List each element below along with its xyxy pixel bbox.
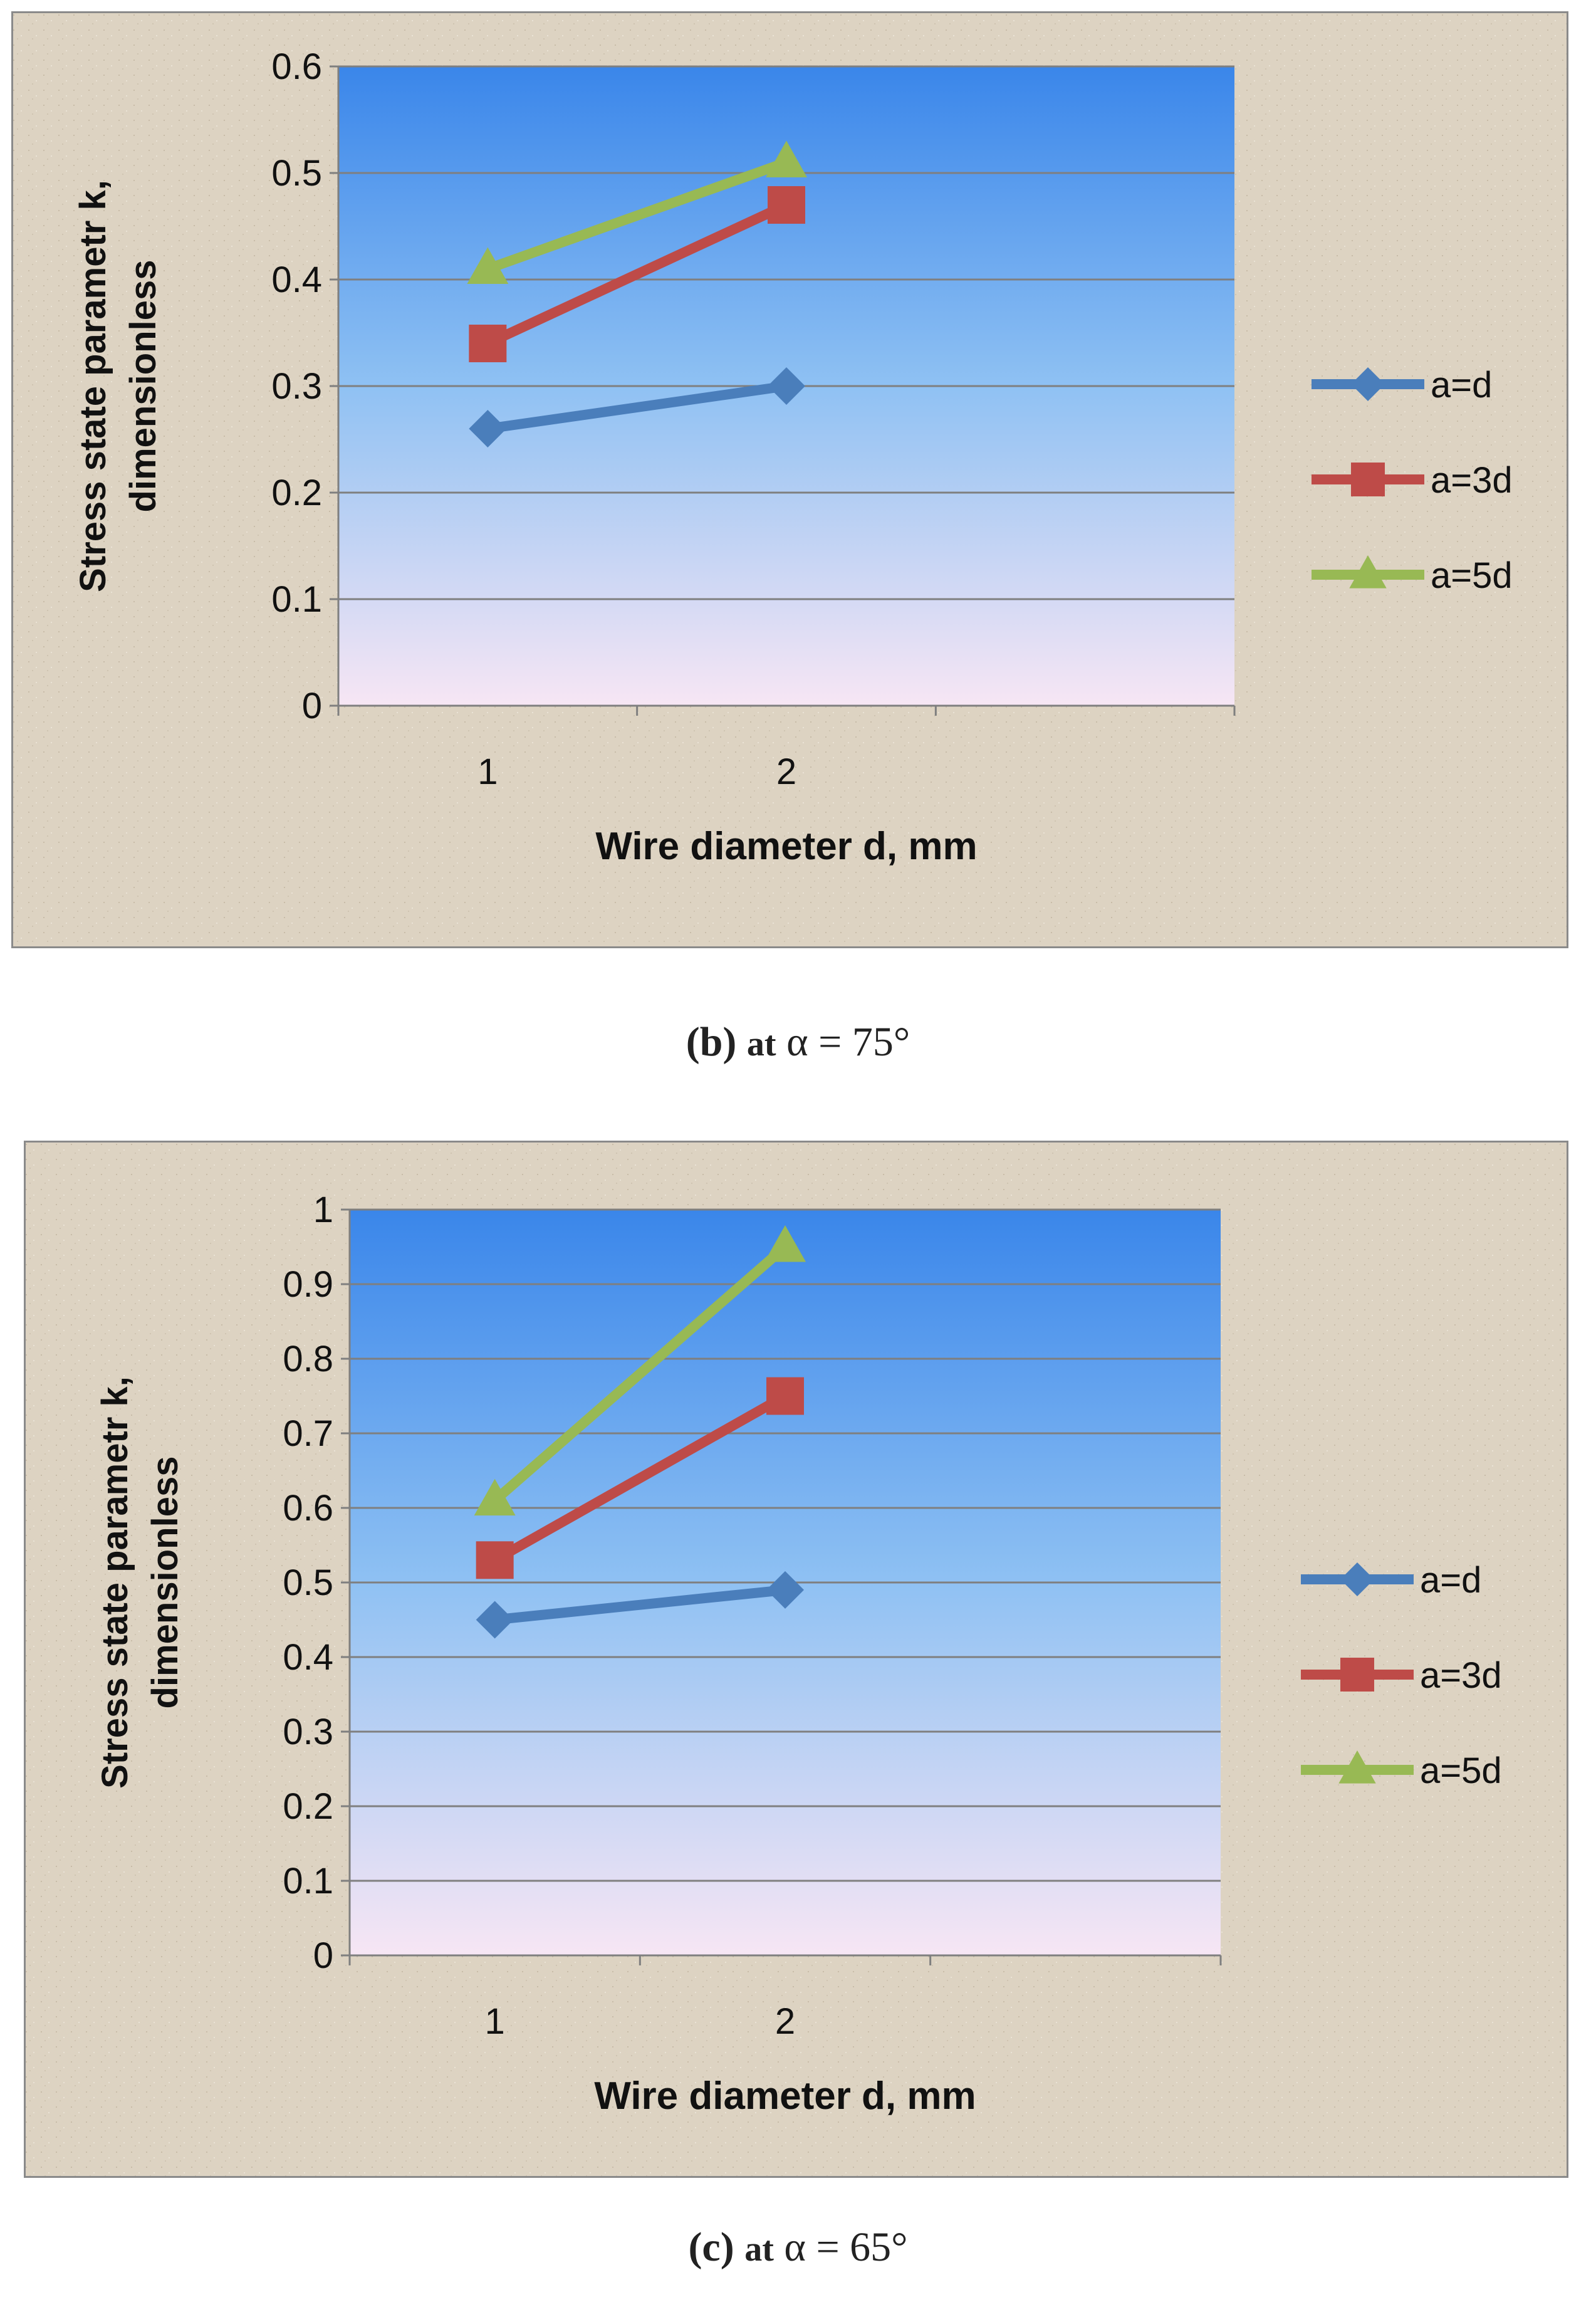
data-point <box>766 1571 804 1609</box>
y-tick-label: 0.3 <box>283 1712 333 1752</box>
data-point <box>768 367 805 405</box>
x-tick-label: 1 <box>477 751 498 792</box>
y-tick-label: 0.7 <box>283 1413 333 1454</box>
legend-label: a=3d <box>1420 1655 1502 1696</box>
caption-b-text: at <box>746 1025 776 1064</box>
series-a=3d <box>476 1377 804 1579</box>
series-line <box>491 1243 789 1505</box>
series-a=3d <box>469 186 805 362</box>
legend-label: a=3d <box>1431 460 1513 501</box>
data-point <box>768 186 805 224</box>
caption-c-math: α = 65° <box>784 2224 908 2270</box>
legend: a=d a=3d a=5d <box>1301 1560 1502 1791</box>
caption-c: (c) at α = 65° <box>0 2224 1596 2271</box>
y-tick-label: 0.6 <box>271 46 322 87</box>
legend-item: a=d <box>1301 1560 1481 1601</box>
y-tick-label: 0.5 <box>283 1562 333 1603</box>
series-a=5d <box>467 140 807 284</box>
series-line <box>494 1584 786 1625</box>
y-tick-label: 0.4 <box>283 1637 333 1678</box>
chart-c: 0 0.1 0.2 0.3 0.4 0.5 0.6 0.7 0.8 0.9 1 1 2 Wire diam… <box>24 1141 1568 2178</box>
y-tick-label: 1 <box>313 1190 333 1230</box>
data-point <box>476 1601 514 1639</box>
data-point <box>764 1225 806 1262</box>
chart-b: 0 0.1 0.2 0.3 0.4 0.5 0.6 1 2 Wire diameter d, mm… <box>11 11 1568 948</box>
y-tick-label: 0.2 <box>271 473 322 513</box>
series-a=d <box>476 1571 804 1639</box>
data-point <box>766 1377 804 1415</box>
y-tick-label: 0.4 <box>271 259 322 300</box>
caption-b-math: α = 75° <box>786 1019 910 1065</box>
y-tick-label: 0 <box>313 1935 333 1976</box>
x-tick-label: 1 <box>485 2001 505 2042</box>
legend-item: a=5d <box>1301 1750 1502 1791</box>
legend-label: a=d <box>1420 1560 1481 1601</box>
series-line <box>485 200 789 348</box>
y-axis-title-line1: Stress state parametr k, <box>95 1376 135 1789</box>
x-tick-label: 2 <box>775 2001 795 2042</box>
series-a=d <box>469 367 805 447</box>
data-point <box>476 1541 514 1579</box>
y-tick-label: 0.6 <box>283 1488 333 1529</box>
data-point <box>467 247 509 284</box>
y-tick-label: 0 <box>302 686 322 726</box>
series-a=5d <box>474 1225 806 1516</box>
series-line <box>486 157 788 274</box>
y-tick-label: 0.3 <box>271 366 322 407</box>
legend-item: a=3d <box>1301 1655 1502 1696</box>
y-tick-label: 0.8 <box>283 1339 333 1379</box>
legend: a=d a=3d a=5d <box>1312 365 1513 596</box>
y-axis-title-line1: Stress state parametr k, <box>73 180 113 592</box>
y-tick-label: 0.2 <box>283 1786 333 1827</box>
legend-label: a=5d <box>1420 1750 1502 1791</box>
legend-label: a=5d <box>1431 555 1513 596</box>
caption-b-label: (b) <box>686 1019 737 1065</box>
y-axis-title-line2: dimensionless <box>145 1457 185 1709</box>
caption-c-label: (c) <box>688 2224 734 2270</box>
legend-item: a=5d <box>1312 555 1513 596</box>
series-line <box>487 381 788 434</box>
y-axis-title-line2: dimensionless <box>123 260 164 513</box>
data-point <box>469 410 507 447</box>
y-tick-label: 0.1 <box>271 579 322 620</box>
y-tick-label: 0.9 <box>283 1264 333 1305</box>
data-point <box>469 325 507 362</box>
data-point <box>474 1478 516 1516</box>
series-line <box>492 1391 788 1565</box>
legend-item: a=3d <box>1312 460 1513 501</box>
y-tick-label: 0.1 <box>283 1861 333 1901</box>
x-axis-title: Wire diameter d, mm <box>595 825 977 868</box>
x-axis-title: Wire diameter d, mm <box>594 2074 976 2118</box>
data-point <box>766 140 807 177</box>
caption-b: (b) at α = 75° <box>0 1018 1596 1066</box>
y-tick-label: 0.5 <box>271 153 322 194</box>
caption-c-text: at <box>744 2230 774 2269</box>
legend-label: a=d <box>1431 365 1492 405</box>
legend-item: a=d <box>1312 365 1492 405</box>
x-tick-label: 2 <box>776 751 796 792</box>
